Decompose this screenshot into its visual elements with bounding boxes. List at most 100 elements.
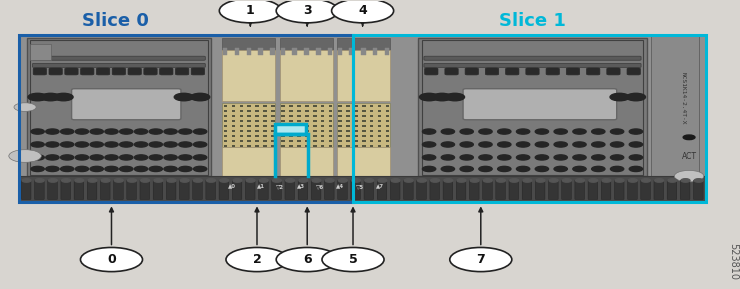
FancyBboxPatch shape (463, 89, 616, 120)
Bar (222, 38, 275, 50)
Circle shape (441, 166, 454, 172)
Bar (292, 48, 297, 55)
Text: ▲1: ▲1 (257, 184, 265, 189)
Bar (281, 105, 285, 107)
FancyBboxPatch shape (74, 180, 84, 199)
Bar (313, 110, 317, 112)
Bar (271, 140, 275, 142)
FancyBboxPatch shape (351, 180, 360, 199)
Bar (386, 135, 389, 137)
Bar (329, 130, 332, 132)
Bar (297, 110, 301, 112)
Bar (305, 145, 309, 147)
Bar (386, 140, 389, 142)
Circle shape (460, 129, 474, 134)
Bar (362, 110, 366, 112)
Circle shape (352, 179, 360, 182)
FancyBboxPatch shape (127, 180, 136, 199)
Bar (246, 48, 251, 55)
Circle shape (441, 129, 454, 134)
Bar (289, 120, 293, 122)
Text: 523810: 523810 (729, 243, 739, 280)
Bar (346, 114, 350, 116)
Circle shape (517, 129, 530, 134)
Circle shape (510, 179, 519, 182)
Bar (329, 135, 332, 137)
Text: 4: 4 (358, 4, 367, 17)
Bar (223, 140, 227, 142)
Bar (235, 48, 239, 55)
Text: NCS1K14-2.4T-X: NCS1K14-2.4T-X (681, 72, 686, 125)
Bar (263, 105, 267, 107)
Circle shape (61, 129, 74, 134)
Text: 6: 6 (303, 253, 312, 266)
Bar (346, 120, 350, 122)
Bar (263, 145, 267, 147)
Bar (370, 105, 374, 107)
Bar (304, 48, 309, 55)
Bar (240, 135, 243, 137)
Bar (377, 105, 381, 107)
Circle shape (105, 166, 118, 172)
Circle shape (554, 129, 568, 134)
Circle shape (668, 179, 677, 182)
FancyBboxPatch shape (602, 180, 610, 199)
Text: ACT: ACT (682, 151, 696, 160)
Circle shape (31, 166, 44, 172)
Circle shape (479, 129, 492, 134)
Bar (232, 110, 235, 112)
Circle shape (423, 129, 436, 134)
Circle shape (127, 179, 136, 182)
Circle shape (135, 129, 148, 134)
Bar (349, 48, 354, 55)
Bar (297, 130, 301, 132)
Bar (19, 35, 706, 202)
Circle shape (193, 166, 206, 172)
FancyBboxPatch shape (417, 180, 426, 199)
Bar (289, 145, 293, 147)
Bar (280, 147, 333, 176)
Circle shape (573, 129, 586, 134)
Circle shape (28, 93, 47, 101)
Circle shape (54, 93, 73, 101)
Bar (271, 130, 275, 132)
FancyBboxPatch shape (469, 180, 479, 199)
Text: 2: 2 (252, 253, 261, 266)
Circle shape (573, 155, 586, 160)
Circle shape (423, 166, 436, 172)
Circle shape (75, 142, 89, 147)
Circle shape (460, 142, 474, 147)
FancyBboxPatch shape (65, 68, 78, 75)
Text: Slice 0: Slice 0 (81, 12, 149, 30)
Bar (30, 40, 207, 175)
Bar (263, 140, 267, 142)
Bar (263, 110, 267, 112)
Bar (222, 50, 275, 101)
Circle shape (286, 179, 295, 182)
FancyBboxPatch shape (298, 180, 308, 199)
Circle shape (683, 135, 695, 140)
Bar (313, 125, 317, 127)
Circle shape (219, 0, 281, 23)
Text: 5: 5 (349, 253, 357, 266)
Circle shape (423, 142, 436, 147)
FancyBboxPatch shape (509, 180, 519, 199)
Bar (289, 110, 293, 112)
Bar (370, 120, 374, 122)
Bar (338, 125, 342, 127)
Bar (370, 135, 374, 137)
Bar (338, 140, 342, 142)
Circle shape (75, 129, 89, 134)
Bar (240, 114, 243, 116)
Circle shape (90, 142, 104, 147)
Circle shape (432, 93, 451, 101)
Bar (329, 105, 332, 107)
Circle shape (276, 247, 338, 272)
Bar (386, 114, 389, 116)
Bar (313, 130, 317, 132)
Bar (329, 120, 332, 122)
Circle shape (517, 142, 530, 147)
Circle shape (272, 179, 281, 182)
Bar (270, 48, 275, 55)
Circle shape (190, 93, 209, 101)
